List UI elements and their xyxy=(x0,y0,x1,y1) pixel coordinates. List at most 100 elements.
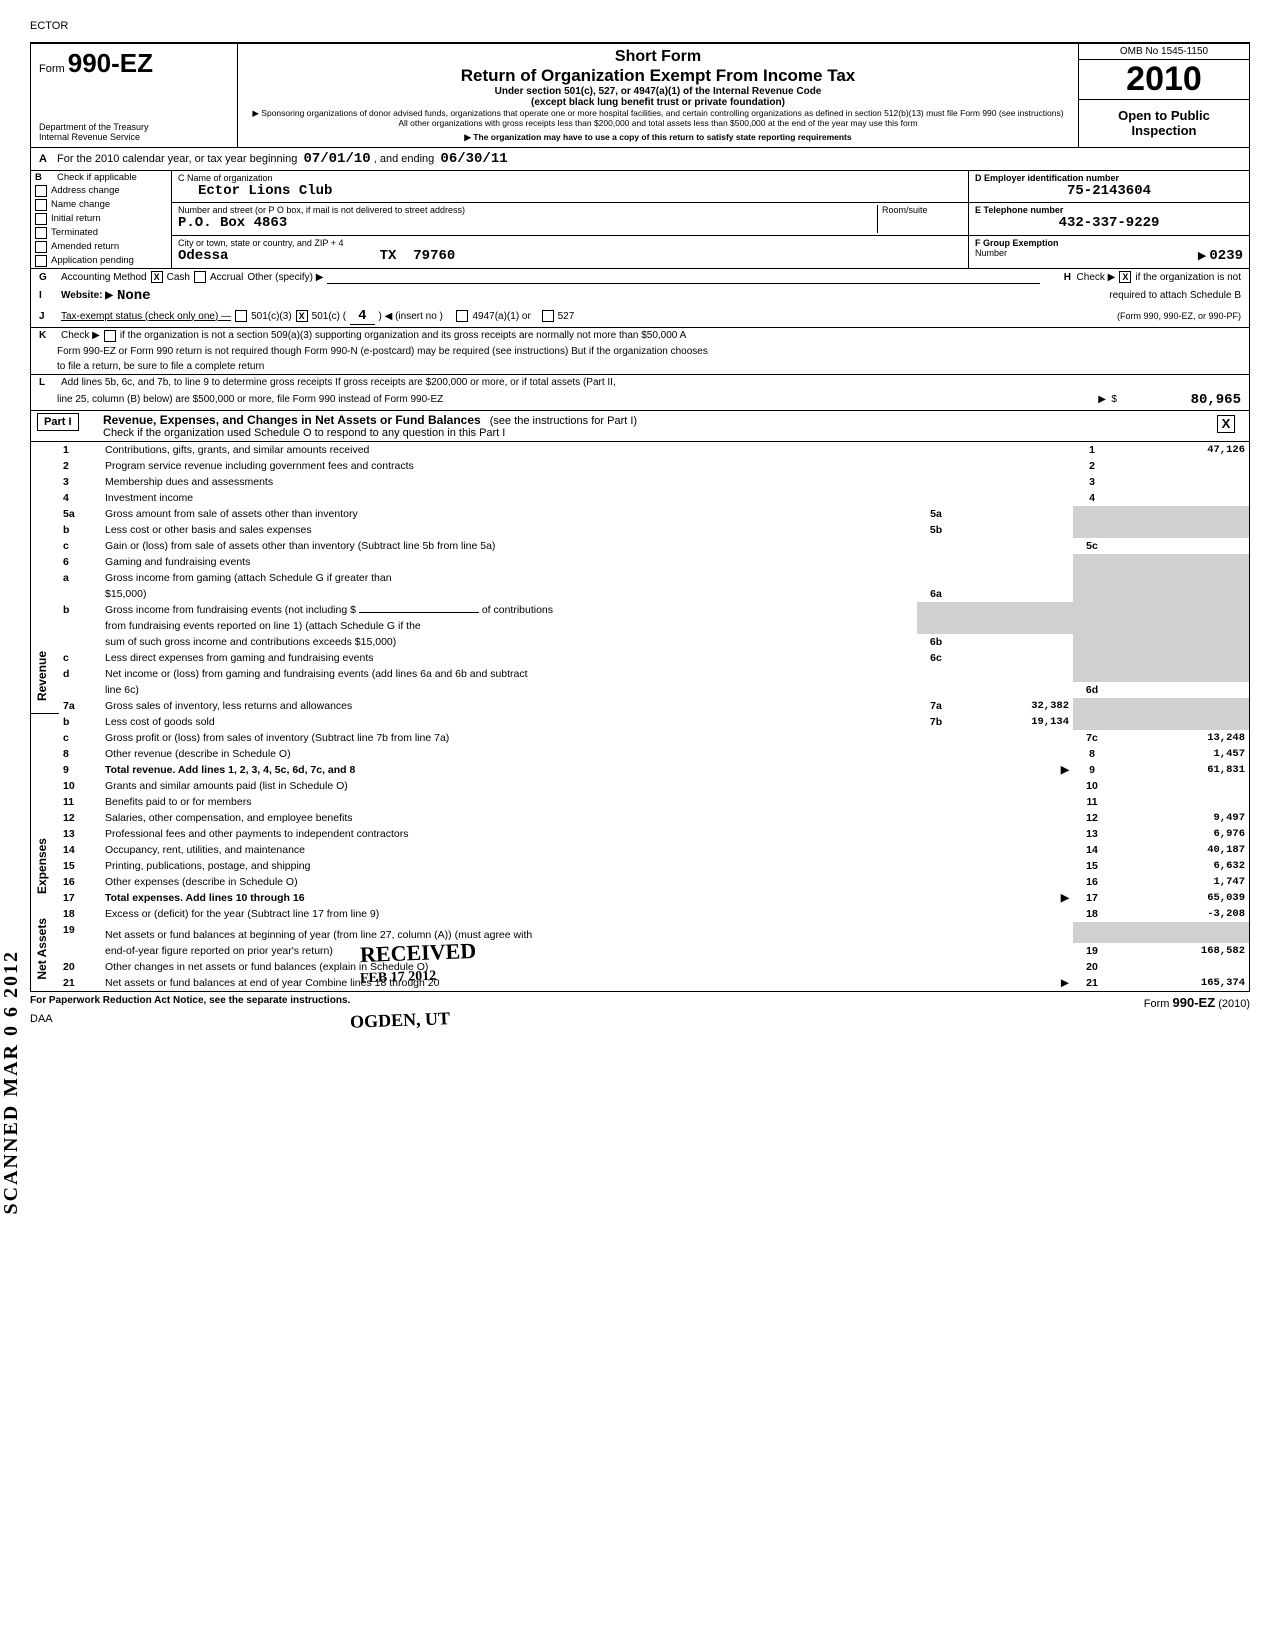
line-a: A For the 2010 calendar year, or tax yea… xyxy=(31,148,1249,171)
state: TX xyxy=(380,248,397,264)
j-insert: ) ◀ (insert no ) xyxy=(379,311,443,322)
shade6b3v xyxy=(1111,634,1249,650)
iv5a xyxy=(955,506,1073,522)
d6a2: $15,000) xyxy=(101,586,917,602)
shade5bv xyxy=(1111,522,1249,538)
ov20 xyxy=(1111,959,1249,975)
d5b: Less cost or other basis and sales expen… xyxy=(101,522,917,538)
n14: 14 xyxy=(59,842,101,858)
n6c: c xyxy=(59,650,101,666)
ov4 xyxy=(1111,490,1249,506)
g-other-fill[interactable] xyxy=(327,271,1039,284)
j-num: 4 xyxy=(350,308,374,325)
chk-4947[interactable] xyxy=(456,310,468,322)
chk-terminated[interactable] xyxy=(35,227,47,239)
chk-501c3[interactable] xyxy=(235,310,247,322)
header-center: Short Form Return of Organization Exempt… xyxy=(238,44,1079,147)
chk-cash[interactable]: X xyxy=(151,271,163,283)
form-num: 990-EZ xyxy=(68,48,153,78)
d1: Contributions, gifts, grants, and simila… xyxy=(101,442,1073,458)
d7b: Less cost of goods sold xyxy=(101,714,917,730)
d3: Membership dues and assessments xyxy=(101,474,1073,490)
line-l: L Add lines 5b, 6c, and 7b, to line 9 to… xyxy=(31,375,1249,390)
chk-amended[interactable] xyxy=(35,241,47,253)
on8: 8 xyxy=(1073,746,1111,762)
form-number: Form 990-EZ xyxy=(39,48,229,79)
d-label: D Employer identification number xyxy=(975,173,1243,183)
side-expenses: Expenses xyxy=(35,828,49,904)
k-text2: Form 990-EZ or Form 990 return is not re… xyxy=(57,346,708,357)
ov2 xyxy=(1111,458,1249,474)
j-label: Tax-exempt status (check only one) — xyxy=(61,311,231,322)
chk-k[interactable] xyxy=(104,330,116,342)
ov11 xyxy=(1111,794,1249,810)
letter-a: A xyxy=(39,153,57,165)
group-exemption: 0239 xyxy=(1209,248,1243,264)
chk-h[interactable]: X xyxy=(1119,271,1131,283)
info-section: A For the 2010 calendar year, or tax yea… xyxy=(30,148,1250,993)
b-terminated: Terminated xyxy=(51,227,98,238)
line-j: J Tax-exempt status (check only one) — 5… xyxy=(31,306,1249,328)
ov12: 9,497 xyxy=(1111,810,1249,826)
ov6d xyxy=(1111,682,1249,698)
shade6binner xyxy=(917,602,1073,634)
sponsor-note: ▶ Sponsoring organizations of donor advi… xyxy=(248,108,1068,128)
d6b3: from fundraising events reported on line… xyxy=(101,618,917,634)
j-527: 527 xyxy=(558,311,575,322)
ov14: 40,187 xyxy=(1111,842,1249,858)
chk-initial[interactable] xyxy=(35,213,47,225)
year-begin: 07/01/10 xyxy=(303,151,370,167)
dept-irs: Internal Revenue Service xyxy=(39,133,229,143)
in6b: 6b xyxy=(917,634,955,650)
n6: 6 xyxy=(59,554,101,570)
chk-accrual[interactable] xyxy=(194,271,206,283)
d6: Gaming and fundraising events xyxy=(101,554,1073,570)
chk-501c[interactable]: X xyxy=(296,310,308,322)
b-name: Name change xyxy=(51,199,110,210)
ov19: 168,582 xyxy=(1111,943,1249,959)
ov15: 6,632 xyxy=(1111,858,1249,874)
n18: 18 xyxy=(59,906,101,922)
street-value: P.O. Box 4863 xyxy=(178,215,877,231)
e-label: E Telephone number xyxy=(975,205,1243,215)
part1-check[interactable]: X xyxy=(1217,415,1235,433)
on15: 15 xyxy=(1073,858,1111,874)
n20: 20 xyxy=(59,959,101,975)
d11: Benefits paid to or for members xyxy=(101,794,1073,810)
chk-address[interactable] xyxy=(35,185,47,197)
n5a: 5a xyxy=(59,506,101,522)
g-cash: Cash xyxy=(167,272,190,283)
d12: Salaries, other compensation, and employ… xyxy=(101,810,1073,826)
chk-527[interactable] xyxy=(542,310,554,322)
on14: 14 xyxy=(1073,842,1111,858)
chk-name[interactable] xyxy=(35,199,47,211)
d18: Excess or (deficit) for the year (Subtra… xyxy=(101,906,1073,922)
f-label: F Group Exemption xyxy=(975,238,1243,248)
col-c: C Name of organization Ector Lions Club … xyxy=(172,171,969,268)
daa-label: DAA xyxy=(30,1013,1250,1025)
form-ez-label: Form 990-EZ (2010) xyxy=(1144,995,1250,1010)
street-label: Number and street (or P O box, if mail i… xyxy=(178,205,877,215)
l-value: 80,965 xyxy=(1121,392,1241,408)
h-label: Check ▶ xyxy=(1077,272,1116,283)
website-value: None xyxy=(117,288,151,304)
shade6v xyxy=(1111,554,1249,570)
form-prefix: Form xyxy=(39,63,65,75)
d14: Occupancy, rent, utilities, and maintena… xyxy=(101,842,1073,858)
scanned-stamp: SCANNED MAR 0 6 2012 xyxy=(0,950,23,1214)
side-net: Net Assets xyxy=(35,908,49,990)
ov1: 47,126 xyxy=(1111,442,1249,458)
in5a: 5a xyxy=(917,506,955,522)
shade5a xyxy=(1073,506,1111,522)
d6c: Less direct expenses from gaming and fun… xyxy=(101,650,917,666)
zip: 79760 xyxy=(413,248,455,264)
ov13: 6,976 xyxy=(1111,826,1249,842)
g-accrual: Accrual xyxy=(210,272,243,283)
shade6b2v xyxy=(1111,618,1249,634)
chk-pending[interactable] xyxy=(35,255,47,267)
d7a: Gross sales of inventory, less returns a… xyxy=(101,698,917,714)
b-amended: Amended return xyxy=(51,241,119,252)
j-c3: 501(c)(3) xyxy=(251,311,292,322)
line-a-text: For the 2010 calendar year, or tax year … xyxy=(57,153,297,165)
short-form-label: Short Form xyxy=(248,48,1068,66)
